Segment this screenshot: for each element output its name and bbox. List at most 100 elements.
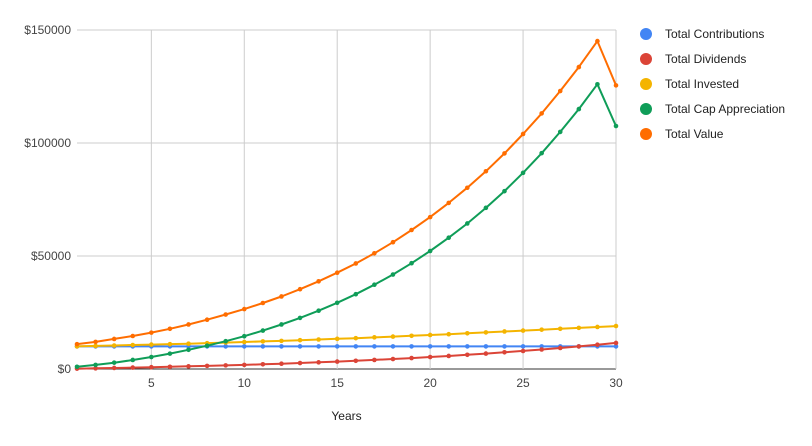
data-point[interactable] xyxy=(241,333,247,339)
data-point[interactable] xyxy=(372,344,377,349)
data-point[interactable] xyxy=(557,129,563,135)
data-point[interactable] xyxy=(186,322,191,327)
legend-item[interactable]: Total Dividends xyxy=(640,46,785,71)
data-point[interactable] xyxy=(316,308,321,313)
data-point[interactable] xyxy=(167,341,173,347)
data-point[interactable] xyxy=(576,325,582,331)
data-point[interactable] xyxy=(204,363,210,369)
data-point[interactable] xyxy=(204,317,210,323)
data-point[interactable] xyxy=(334,344,340,349)
data-point[interactable] xyxy=(186,347,191,353)
data-point[interactable] xyxy=(557,88,563,94)
data-point[interactable] xyxy=(409,333,414,339)
data-point[interactable] xyxy=(613,123,619,129)
data-point[interactable] xyxy=(353,335,359,341)
data-point[interactable] xyxy=(149,342,154,347)
legend-item[interactable]: Total Contributions xyxy=(640,21,785,46)
data-point[interactable] xyxy=(297,315,303,321)
data-point[interactable] xyxy=(390,356,396,362)
data-point[interactable] xyxy=(446,331,452,337)
data-point[interactable] xyxy=(93,362,98,368)
data-point[interactable] xyxy=(316,279,321,284)
data-point[interactable] xyxy=(260,344,266,349)
data-point[interactable] xyxy=(279,361,284,366)
data-point[interactable] xyxy=(483,205,489,211)
data-point[interactable] xyxy=(613,344,619,349)
data-point[interactable] xyxy=(130,357,136,363)
legend-item[interactable]: Total Cap Appreciation xyxy=(640,96,785,121)
data-point[interactable] xyxy=(93,339,98,345)
data-point[interactable] xyxy=(223,344,228,349)
data-point[interactable] xyxy=(520,348,526,354)
data-point[interactable] xyxy=(334,300,340,306)
data-point[interactable] xyxy=(390,272,396,277)
series-total-dividends[interactable] xyxy=(74,340,619,371)
data-point[interactable] xyxy=(111,336,117,342)
data-point[interactable] xyxy=(93,366,98,371)
data-point[interactable] xyxy=(260,361,266,367)
data-point[interactable] xyxy=(334,359,340,364)
data-point[interactable] xyxy=(502,349,507,355)
data-point[interactable] xyxy=(260,339,266,344)
data-point[interactable] xyxy=(483,344,489,349)
data-point[interactable] xyxy=(502,329,507,334)
data-point[interactable] xyxy=(613,323,619,329)
data-point[interactable] xyxy=(613,340,619,346)
data-point[interactable] xyxy=(390,239,396,245)
data-point[interactable] xyxy=(316,337,321,342)
data-point[interactable] xyxy=(241,306,247,312)
data-point[interactable] xyxy=(502,188,507,194)
data-point[interactable] xyxy=(557,345,563,351)
legend-item[interactable]: Total Value xyxy=(640,121,785,146)
data-point[interactable] xyxy=(502,344,507,349)
data-point[interactable] xyxy=(353,291,359,297)
data-point[interactable] xyxy=(520,344,526,349)
data-point[interactable] xyxy=(465,221,470,226)
data-point[interactable] xyxy=(557,326,563,332)
data-point[interactable] xyxy=(465,330,470,336)
data-point[interactable] xyxy=(446,344,452,349)
data-point[interactable] xyxy=(465,352,470,358)
data-point[interactable] xyxy=(427,332,433,338)
data-point[interactable] xyxy=(353,344,359,349)
data-point[interactable] xyxy=(409,355,414,361)
data-point[interactable] xyxy=(353,358,359,364)
data-point[interactable] xyxy=(186,341,191,346)
data-point[interactable] xyxy=(130,342,136,348)
data-point[interactable] xyxy=(167,326,173,332)
data-point[interactable] xyxy=(390,344,396,349)
data-point[interactable] xyxy=(446,235,452,240)
data-point[interactable] xyxy=(595,342,600,348)
data-point[interactable] xyxy=(260,300,266,306)
series-line[interactable] xyxy=(76,40,617,346)
data-point[interactable] xyxy=(613,83,619,88)
data-point[interactable] xyxy=(427,354,433,360)
data-point[interactable] xyxy=(427,248,433,254)
data-point[interactable] xyxy=(520,328,526,333)
data-point[interactable] xyxy=(372,357,377,363)
series-total-cap-appreciation[interactable] xyxy=(74,81,619,370)
data-point[interactable] xyxy=(353,261,359,266)
data-point[interactable] xyxy=(595,324,600,330)
data-point[interactable] xyxy=(520,131,526,137)
data-point[interactable] xyxy=(334,270,340,276)
data-point[interactable] xyxy=(409,344,414,349)
data-point[interactable] xyxy=(111,365,117,371)
data-point[interactable] xyxy=(502,151,507,156)
data-point[interactable] xyxy=(223,363,228,368)
data-point[interactable] xyxy=(74,341,80,347)
data-point[interactable] xyxy=(595,38,600,44)
data-point[interactable] xyxy=(241,339,247,345)
data-point[interactable] xyxy=(409,227,414,233)
data-point[interactable] xyxy=(279,322,284,327)
data-point[interactable] xyxy=(279,294,284,299)
data-point[interactable] xyxy=(223,338,228,344)
data-point[interactable] xyxy=(149,354,154,360)
data-point[interactable] xyxy=(576,344,582,349)
data-point[interactable] xyxy=(316,344,321,349)
series-line[interactable] xyxy=(76,83,617,368)
data-point[interactable] xyxy=(241,362,247,368)
data-point[interactable] xyxy=(167,364,173,370)
data-point[interactable] xyxy=(223,312,228,317)
data-point[interactable] xyxy=(539,327,544,332)
